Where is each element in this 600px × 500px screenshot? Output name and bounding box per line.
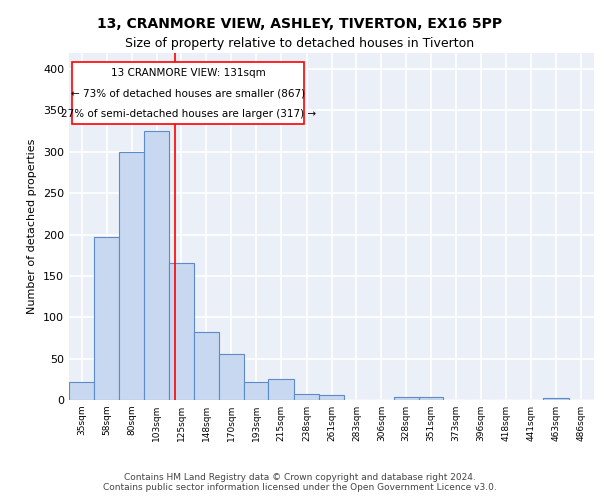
Bar xyxy=(119,152,145,400)
Text: 13, CRANMORE VIEW, ASHLEY, TIVERTON, EX16 5PP: 13, CRANMORE VIEW, ASHLEY, TIVERTON, EX1… xyxy=(97,18,503,32)
Text: 27% of semi-detached houses are larger (317) →: 27% of semi-detached houses are larger (… xyxy=(61,109,316,119)
Bar xyxy=(268,380,294,400)
Text: ← 73% of detached houses are smaller (867): ← 73% of detached houses are smaller (86… xyxy=(71,88,305,99)
Text: Size of property relative to detached houses in Tiverton: Size of property relative to detached ho… xyxy=(125,38,475,51)
Bar xyxy=(244,382,268,400)
Bar xyxy=(94,237,119,400)
Bar xyxy=(419,396,443,400)
Bar xyxy=(394,396,419,400)
Text: 13 CRANMORE VIEW: 131sqm: 13 CRANMORE VIEW: 131sqm xyxy=(110,68,265,78)
Bar xyxy=(169,264,194,400)
Bar xyxy=(194,332,218,400)
Bar xyxy=(294,394,319,400)
Bar xyxy=(543,398,569,400)
Y-axis label: Number of detached properties: Number of detached properties xyxy=(28,138,37,314)
Bar xyxy=(73,62,304,124)
Bar xyxy=(145,131,169,400)
Bar xyxy=(69,382,94,400)
Text: Contains HM Land Registry data © Crown copyright and database right 2024.
Contai: Contains HM Land Registry data © Crown c… xyxy=(103,473,497,492)
Bar xyxy=(319,395,344,400)
Bar xyxy=(218,354,244,400)
